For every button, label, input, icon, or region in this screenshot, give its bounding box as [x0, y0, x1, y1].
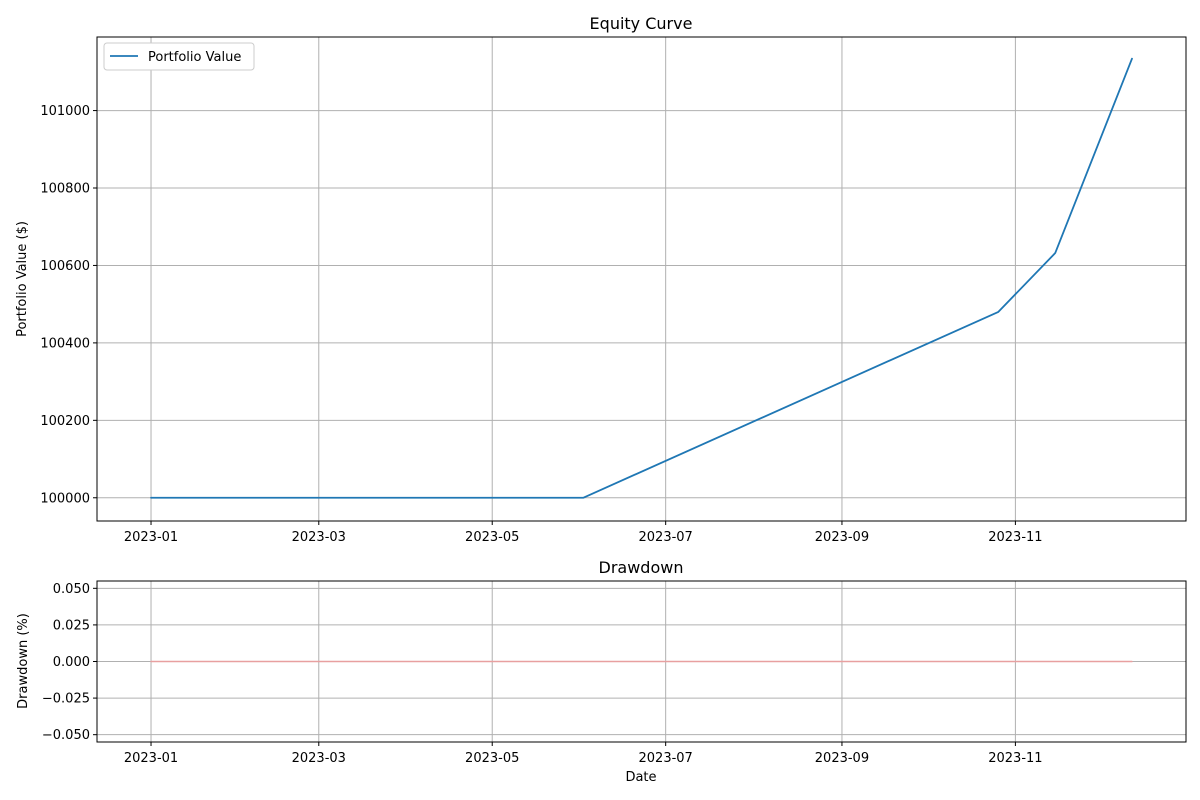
equity-x-tick-label: 2023-11: [988, 530, 1042, 545]
drawdown-y-tick-label: 0.050: [53, 582, 90, 597]
drawdown-x-axis-label: Date: [625, 770, 656, 785]
legend-entry-portfolio-value: Portfolio Value: [148, 50, 241, 65]
equity-x-ticks: 2023-01 2023-03 2023-05 2023-07 2023-09 2023-…: [124, 521, 1043, 545]
equity-x-tick-label: 2023-07: [639, 530, 693, 545]
drawdown-y-tick-label: 0.000: [53, 655, 90, 670]
equity-curve-panel: 2023-01 2023-03 2023-05 2023-07 2023-09 2023-…: [15, 14, 1187, 545]
equity-y-tick-label: 100400: [40, 336, 90, 351]
equity-plot-frame: [96, 36, 1187, 522]
equity-x-tick-label: 2023-09: [815, 530, 869, 545]
drawdown-x-tick-label: 2023-11: [988, 751, 1042, 766]
equity-chart-title: Equity Curve: [590, 14, 693, 33]
equity-x-tick-label: 2023-01: [124, 530, 178, 545]
drawdown-x-tick-label: 2023-07: [639, 751, 693, 766]
legend-box: [103, 42, 255, 71]
equity-y-tick-label: 100600: [40, 259, 90, 274]
equity-y-tick-label: 100000: [40, 491, 90, 506]
equity-series-line-0: [150, 57, 1133, 499]
drawdown-panel: 2023-01 2023-03 2023-05 2023-07 2023-09 2023-…: [16, 558, 1187, 785]
drawdown-y-tick-label: 0.025: [53, 618, 90, 633]
drawdown-x-tick-label: 2023-03: [292, 751, 346, 766]
drawdown-y-tick-label: −0.025: [42, 692, 90, 707]
drawdown-x-tick-label: 2023-01: [124, 751, 178, 766]
equity-y-tick-label: 100800: [40, 182, 90, 197]
drawdown-x-tick-label: 2023-09: [815, 751, 869, 766]
drawdown-y-tick-label: −0.050: [42, 728, 90, 743]
drawdown-chart-title: Drawdown: [599, 558, 684, 577]
drawdown-x-ticks: 2023-01 2023-03 2023-05 2023-07 2023-09 2023-…: [124, 742, 1043, 766]
equity-grid: [97, 37, 1186, 521]
drawdown-y-axis-label: Drawdown (%): [16, 613, 31, 709]
legend: Portfolio Value: [103, 42, 255, 71]
drawdown-y-ticks: 0.050 0.025 0.000 −0.025 −0.050: [42, 582, 97, 743]
drawdown-x-tick-label: 2023-05: [465, 751, 519, 766]
equity-y-tick-label: 101000: [40, 104, 90, 119]
equity-y-tick-label: 100200: [40, 414, 90, 429]
equity-x-tick-label: 2023-03: [292, 530, 346, 545]
equity-series-layer: [150, 57, 1133, 499]
equity-y-ticks: 100000 100200 100400 100600 100800 101000: [40, 104, 97, 506]
equity-x-tick-label: 2023-05: [465, 530, 519, 545]
equity-y-axis-label: Portfolio Value ($): [15, 221, 30, 337]
